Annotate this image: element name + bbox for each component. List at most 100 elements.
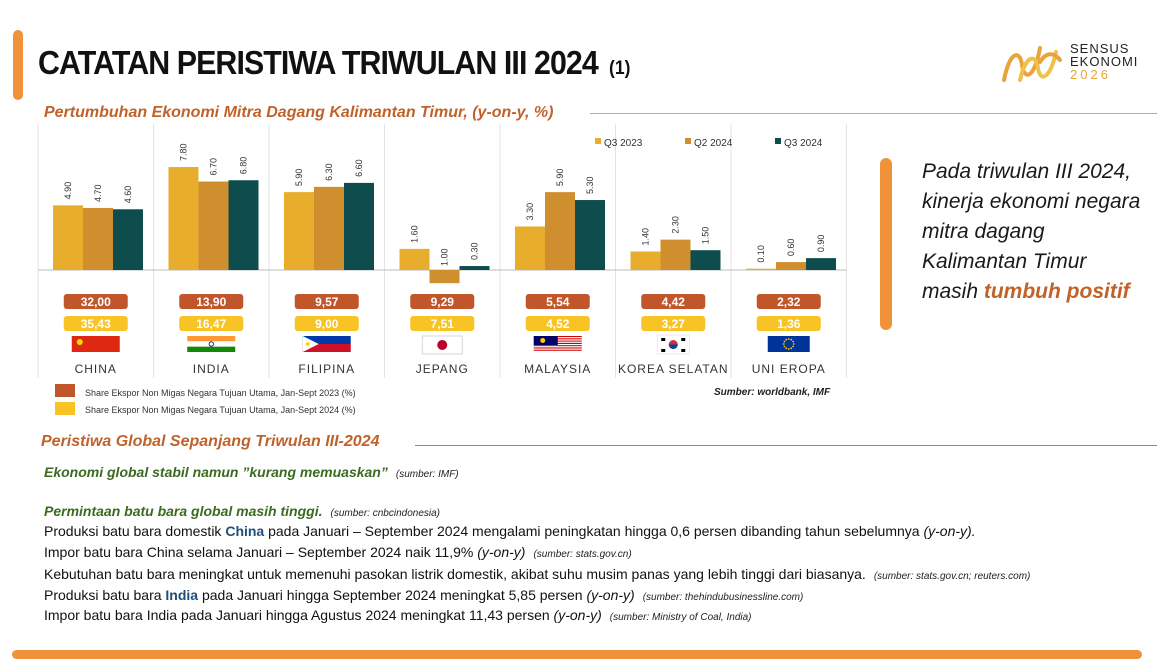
share-2023-badge (294, 294, 359, 309)
bar-value-label: 3.30 (525, 203, 535, 221)
event-ital: (y-on-y) (477, 544, 526, 560)
share-2023-badge (179, 294, 244, 309)
country-label: FILIPINA (298, 362, 355, 376)
global-events-title: Peristiwa Global Sepanjang Triwulan III-… (41, 433, 380, 450)
share-2024-value: 16,47 (196, 317, 226, 331)
bar (660, 239, 691, 270)
share-2024-badge (410, 316, 475, 331)
callout-text: Pada triwulan III 2024, kinerja ekonomi … (922, 160, 1141, 303)
flag-taeguk-lower (668, 344, 678, 349)
chart-source: Sumber: worldbank, IMF (714, 387, 831, 398)
bar-value-label: 7.80 (179, 144, 189, 162)
share-2024-value: 4,52 (546, 317, 570, 331)
bar (746, 268, 776, 270)
country-label: KOREA SELATAN (618, 362, 729, 376)
share-2023-badge (641, 294, 706, 309)
share-2024-badge (641, 316, 706, 331)
share-2023-value: 32,00 (81, 295, 111, 309)
share-2023-value: 13,90 (196, 295, 226, 309)
bar (168, 167, 199, 270)
bar-value-label: 0.90 (816, 235, 826, 253)
country-label: INDIA (193, 362, 230, 376)
bar (459, 266, 490, 270)
share-2024-value: 9,00 (315, 317, 339, 331)
bar (399, 248, 430, 270)
bar (776, 262, 806, 270)
series-legend-label: Q3 2024 (784, 138, 823, 149)
series-legend-swatch (775, 138, 781, 144)
flag-star (782, 343, 785, 345)
bar (53, 205, 83, 270)
bar (545, 192, 575, 270)
bar-value-label: 1.50 (701, 227, 711, 245)
share-2023-value: 4,42 (662, 295, 686, 309)
bar (344, 182, 374, 270)
flag-star (787, 348, 790, 350)
share-2024-badge (294, 316, 359, 331)
flag-star (76, 339, 83, 345)
flag-sun (305, 342, 310, 346)
country-label: CHINA (75, 362, 117, 376)
share-2024-value: 1,36 (777, 317, 801, 331)
logo-wordmark: SENSUS EKONOMI 2026 (1070, 41, 1139, 82)
share-2023-badge (63, 294, 128, 309)
country-label: UNI EROPA (752, 362, 826, 376)
event-source: (sumber: stats.gov.cn; reuters.com) (873, 571, 1031, 582)
subheading-coal-demand: Permintaan batu bara global masih tinggi… (44, 503, 440, 519)
flag-star (792, 343, 795, 345)
flag-star (790, 347, 793, 350)
flag-star (792, 340, 794, 343)
bar-value-label: 2.30 (671, 216, 681, 234)
bar (806, 258, 836, 270)
bar (515, 226, 545, 270)
event-bold: China (225, 523, 265, 539)
bar-value-label: 0.10 (756, 245, 766, 263)
flag-trigram (661, 349, 666, 352)
legend-label-2023: Share Ekspor Non Migas Negara Tujuan Uta… (85, 388, 356, 398)
bar-value-label: 4.90 (63, 182, 73, 200)
bar-value-label: 5.90 (294, 169, 304, 187)
series-legend-label: Q2 2024 (694, 138, 733, 149)
flag-star (783, 345, 786, 348)
bar-value-label: 4.70 (93, 184, 103, 202)
bar-value-label: 1.00 (440, 248, 450, 266)
share-2023-badge (756, 294, 821, 309)
share-2024-value: 35,43 (81, 317, 111, 331)
bar-value-label: 5.90 (555, 169, 565, 187)
event-source: (sumber: Ministry of Coal, India) (609, 612, 752, 623)
bar (690, 250, 721, 270)
share-2024-badge (525, 316, 590, 331)
bar-value-label: 0.60 (786, 239, 796, 257)
event-bold: India (165, 587, 199, 603)
title-accent-bar (13, 30, 23, 100)
event-ital: (y-on-y) (586, 587, 635, 603)
share-2023-value: 9,57 (315, 295, 339, 309)
flag-star (790, 338, 793, 341)
chart-section-title: Pertumbuhan Ekonomi Mitra Dagang Kaliman… (44, 104, 554, 121)
flag-star (785, 347, 788, 350)
share-2024-badge (756, 316, 821, 331)
bar-value-label: 6.30 (324, 163, 334, 181)
flag-stripe (533, 350, 582, 352)
event-line: Impor batu bara India pada Januari hingg… (44, 607, 752, 623)
flag-trigram (681, 349, 686, 352)
event-post: pada Januari hingga September 2024 menin… (198, 587, 587, 603)
flag-stripe (533, 349, 582, 351)
bar (284, 192, 314, 270)
flag-star (783, 340, 786, 343)
share-2024-value: 3,27 (662, 317, 686, 331)
event-pre: Kebutuhan batu bara meningkat untuk meme… (44, 566, 866, 582)
share-2023-badge (410, 294, 475, 309)
callout-accent-bar (880, 158, 892, 330)
flag-stripe (533, 347, 582, 349)
flag-star (785, 338, 788, 341)
share-2024-value: 7,51 (431, 317, 455, 331)
bar-value-label: 0.30 (470, 243, 480, 261)
event-post: pada Januari – September 2024 mengalami … (264, 523, 924, 539)
series-legend-label: Q3 2023 (604, 138, 643, 149)
philippines-flag (302, 336, 351, 344)
flag-stripe (187, 346, 236, 352)
flag-stripe (302, 344, 351, 352)
event-line: Produksi batu bara domestik China pada J… (44, 523, 976, 539)
subheading-global-economy: Ekonomi global stabil namun ”kurang memu… (44, 464, 459, 480)
